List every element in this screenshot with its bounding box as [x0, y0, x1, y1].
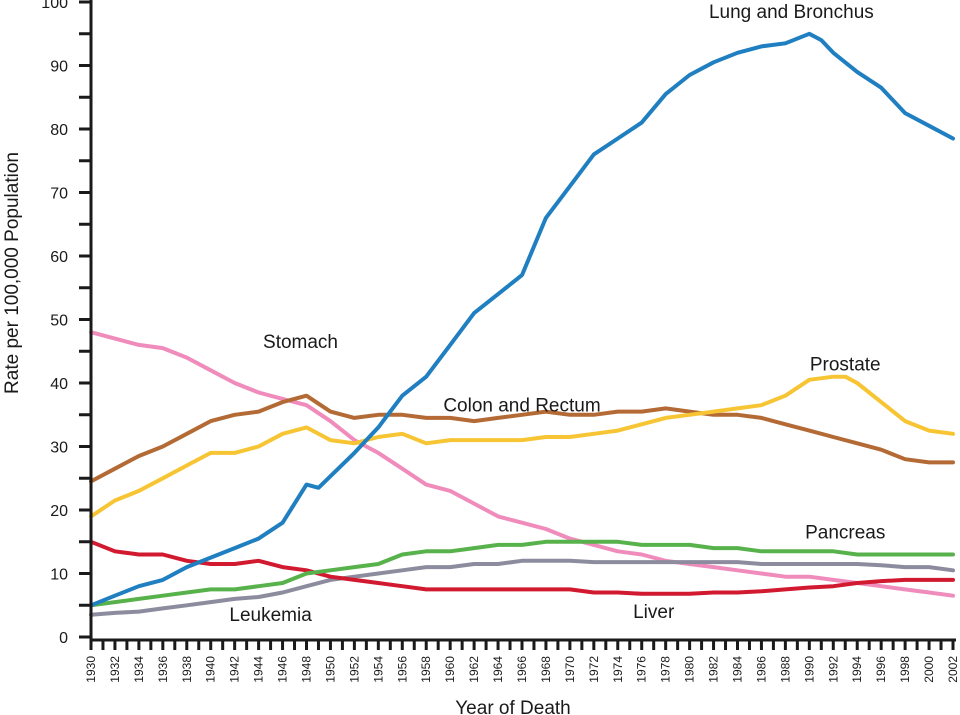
x-tick-label: 1944 — [252, 656, 266, 683]
x-tick-label: 1982 — [707, 656, 721, 683]
series-line-colon-and-rectum — [89, 393, 955, 484]
series-line-leukemia — [89, 558, 955, 617]
x-tick-label: 1976 — [635, 656, 649, 683]
series-label-prostate: Prostate — [810, 354, 881, 375]
x-ticks: 1930 1932 1934 1936 1938 1940 1942 1944 1946 1948… — [84, 640, 960, 683]
series-label-pancreas: Pancreas — [805, 523, 885, 544]
x-tick-label: 2002 — [946, 656, 960, 683]
x-tick-label: 1988 — [778, 656, 792, 683]
series-line-liver — [89, 539, 955, 596]
series-label-liver: Liver — [633, 602, 675, 623]
x-tick-label: 1996 — [874, 656, 888, 683]
x-tick-label: 1946 — [276, 656, 290, 683]
x-tick-label: 1998 — [898, 656, 912, 683]
series-labels: Lung and Bronchus Stomach Colon and Rectum… — [229, 2, 885, 626]
series-line-lung-and-bronchus — [89, 31, 955, 608]
x-tick-label: 1948 — [300, 656, 314, 683]
x-tick-label: 1940 — [204, 656, 218, 683]
y-tick-label: 20 — [50, 503, 68, 520]
series-line-pancreas — [89, 539, 955, 608]
y-tick-label: 60 — [50, 249, 68, 266]
x-tick-label: 1932 — [108, 656, 122, 683]
x-tick-label: 1938 — [180, 656, 194, 683]
y-tick-label: 40 — [50, 376, 68, 393]
x-tick-label: 1936 — [156, 656, 170, 683]
x-tick-label: 1960 — [443, 656, 457, 683]
x-tick-label: 1970 — [563, 656, 577, 683]
x-tick-label: 1942 — [228, 656, 242, 683]
x-tick-label: 1964 — [491, 656, 505, 683]
series-layer — [89, 31, 955, 617]
y-axis-title: Rate per 100,000 Population — [2, 152, 23, 394]
series-line-prostate — [89, 374, 955, 519]
y-tick-label: 100 — [41, 0, 68, 12]
x-tick-label: 2000 — [922, 656, 936, 683]
x-tick-label: 1980 — [683, 656, 697, 683]
x-tick-label: 1974 — [611, 656, 625, 683]
y-tick-label: 80 — [50, 122, 68, 139]
x-tick-label: 1968 — [539, 656, 553, 683]
x-tick-label: 1986 — [754, 656, 768, 683]
x-axis-title: Year of Death — [455, 698, 571, 715]
x-tick-label: 1978 — [659, 656, 673, 683]
series-line-stomach — [89, 330, 955, 598]
y-ticks: 0 10 20 30 40 50 60 70 80 90 100 — [41, 0, 91, 647]
x-tick-label: 1994 — [850, 656, 864, 683]
series-label-stomach: Stomach — [263, 332, 338, 353]
x-tick-label: 1984 — [731, 656, 745, 683]
x-tick-label: 1958 — [419, 656, 433, 683]
y-tick-label: 0 — [59, 630, 68, 647]
series-label-colon-and-rectum: Colon and Rectum — [443, 396, 600, 417]
y-tick-label: 30 — [50, 440, 68, 457]
y-tick-label: 10 — [50, 567, 68, 584]
x-tick-label: 1972 — [587, 656, 601, 683]
y-tick-label: 90 — [50, 59, 68, 76]
y-tick-label: 70 — [50, 186, 68, 203]
x-tick-label: 1966 — [515, 656, 529, 683]
x-tick-label: 1956 — [395, 656, 409, 683]
y-tick-label: 50 — [50, 313, 68, 330]
x-tick-label: 1962 — [467, 656, 481, 683]
x-tick-label: 1952 — [347, 656, 361, 683]
series-label-lung-and-bronchus: Lung and Bronchus — [709, 2, 874, 23]
x-tick-label: 1954 — [371, 656, 385, 683]
x-tick-label: 1992 — [826, 656, 840, 683]
series-label-leukemia: Leukemia — [229, 605, 312, 626]
x-tick-label: 1990 — [802, 656, 816, 683]
x-tick-label: 1930 — [84, 656, 98, 683]
x-tick-label: 1950 — [323, 656, 337, 683]
x-tick-label: 1934 — [132, 656, 146, 683]
